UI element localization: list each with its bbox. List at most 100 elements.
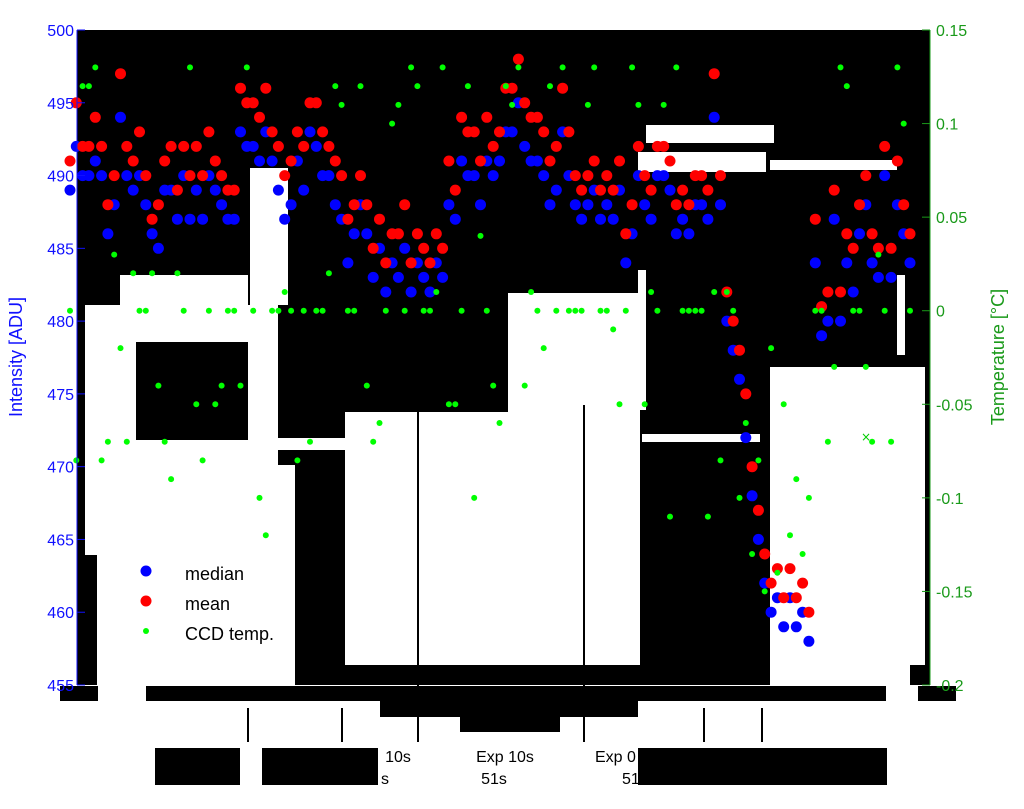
median-point [310,140,322,152]
temp-point [67,307,73,314]
mean-point [228,184,240,196]
median-point [424,286,436,298]
temp-point [515,64,522,71]
temp-point [793,476,800,483]
temp-point [73,457,80,464]
mean-point [891,155,903,167]
median-point [576,213,588,225]
xlabel-mask-c [638,748,887,785]
temp-point [824,438,831,445]
mean-point [683,199,695,211]
median-point [437,271,449,283]
temp-point [79,83,86,90]
mean-point [854,199,865,211]
occluder-h [515,405,640,665]
median-point [752,533,764,545]
median-point [279,213,291,225]
temp-point [736,494,743,501]
temp-point [869,438,876,445]
temp-point [250,307,257,314]
temp-point [401,307,408,314]
temp-point [420,307,427,314]
temp-point [711,289,718,295]
median-point [620,257,632,269]
right-tick-label: -0.2 [936,678,964,695]
temp-point [458,307,465,314]
left-tick-label: 500 [47,23,74,40]
temp-point [325,270,332,277]
temp-point [761,588,768,595]
mean-point [367,242,379,254]
temp-point [648,289,655,295]
temp-point [667,513,673,520]
temp-point [509,101,516,108]
temp-point [673,64,680,71]
temp-point [136,307,143,314]
temp-point [174,270,181,277]
temp-point [307,438,313,445]
mean-point [355,170,366,182]
mean-point [506,82,518,94]
temp-point [768,345,775,352]
temp-point [831,363,838,370]
occluder-i [638,270,646,410]
mean-point [797,577,809,589]
mean-point [115,68,126,80]
right-tick-label: 0.15 [936,23,967,40]
occluder-j [646,125,774,143]
xlabel-mask-b [262,748,378,785]
median-point [607,213,619,225]
right-tick-label: 0.1 [936,117,958,134]
right-tick-label: -0.15 [936,584,973,601]
median-point [127,184,139,196]
left-axis: 455 460 465 470 475 480 485 490 495 500 Intensity… [6,23,85,695]
mean-point [184,170,196,182]
temp-point [382,307,389,314]
xlabel-2-line2: 51s [481,771,507,788]
right-axis-ticks: -0.2 -0.15 -0.1 -0.05 0 0.05 0.1 0.15 [922,23,973,695]
median-point [83,170,95,182]
median-point [487,170,499,182]
temp-point [433,289,440,295]
mean-point [803,606,815,618]
median-point [847,286,859,298]
temp-cross-marker: × [861,430,871,444]
x-labels: 10s s Exp 10s 51s Exp 0 51 [381,749,640,788]
temp-point [799,551,806,557]
temp-point [496,420,503,426]
median-point [664,184,676,196]
legend-label-median: median [185,564,244,584]
median-point [582,199,594,211]
median-point [146,228,158,240]
temp-point [692,307,699,314]
mean-point [866,228,878,240]
temp-point [275,307,282,314]
right-tick-label: 0 [936,304,945,321]
temp-point [907,307,913,314]
mean-point [494,126,505,138]
mean-point [588,155,600,167]
median-point [809,257,821,269]
mean-point [557,82,569,94]
mean-point [64,155,76,167]
median-point [171,213,183,225]
median-point [89,155,101,167]
median-point [380,286,392,298]
mean-point [601,170,613,182]
occluder-e [248,412,278,547]
temp-point [805,494,812,501]
right-axis-title: Temperature [°C] [988,289,1008,425]
temp-point [363,382,370,389]
mean-point [203,126,215,138]
mean-point [285,155,297,167]
median-point [209,184,221,196]
mean-point [759,548,771,560]
mean-point [279,170,291,182]
bottom-band-left [60,686,98,701]
series-ccdtemp [67,64,913,595]
temp-point [547,83,553,90]
median-point [816,330,828,342]
temp-point [427,307,433,314]
temp-point [370,438,377,445]
temp-point [616,401,623,408]
